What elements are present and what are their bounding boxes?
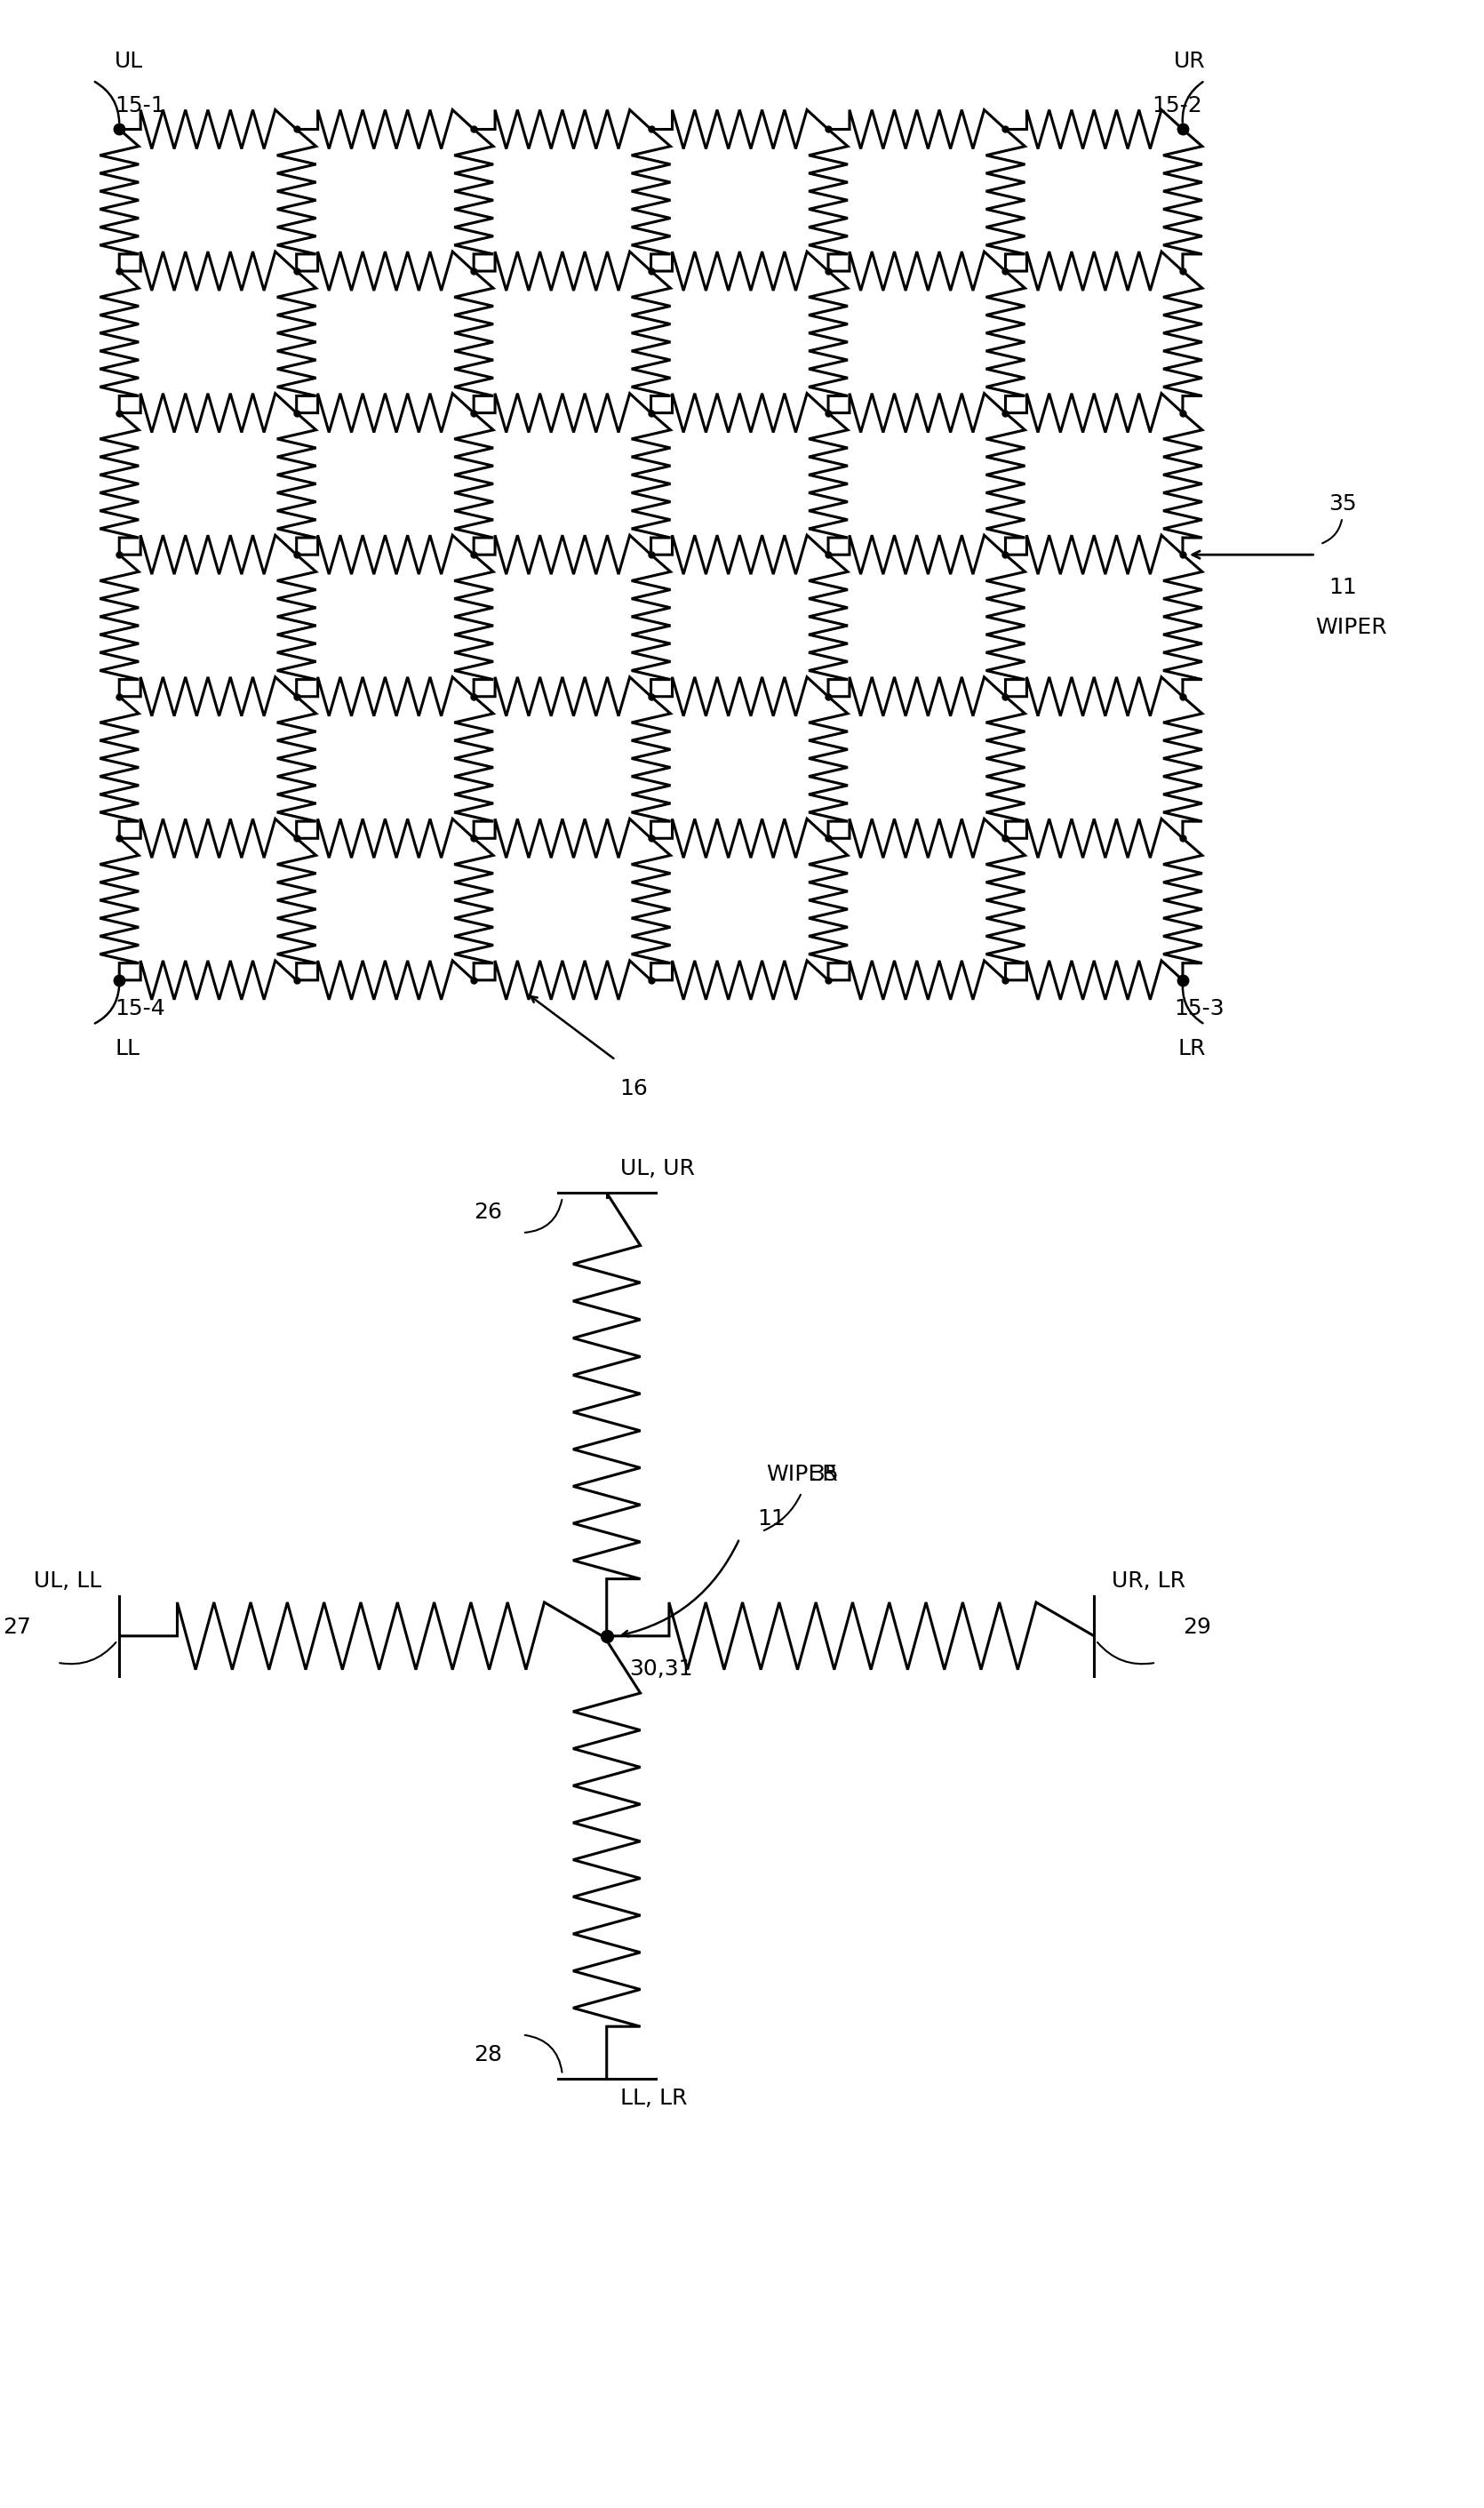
Text: 11: 11 (757, 1507, 785, 1530)
Text: UR: UR (1174, 50, 1205, 73)
Text: UL, UR: UL, UR (620, 1159, 695, 1179)
Text: 27: 27 (3, 1618, 31, 1638)
Text: 35: 35 (1328, 494, 1356, 514)
Text: UL: UL (114, 50, 144, 73)
Text: 16: 16 (620, 1078, 649, 1099)
Text: UL, LL: UL, LL (34, 1570, 101, 1593)
Text: WIPER: WIPER (766, 1465, 838, 1485)
Text: 11: 11 (1328, 577, 1358, 599)
Text: 15-1: 15-1 (114, 95, 165, 115)
Text: 30,31: 30,31 (629, 1658, 693, 1680)
Text: LL: LL (114, 1038, 139, 1058)
Text: 28: 28 (473, 2044, 502, 2067)
Text: UR, LR: UR, LR (1112, 1570, 1186, 1593)
Text: LR: LR (1178, 1038, 1206, 1058)
Text: 29: 29 (1183, 1618, 1211, 1638)
Text: WIPER: WIPER (1316, 617, 1388, 637)
Text: 15-3: 15-3 (1174, 998, 1224, 1018)
Text: 26: 26 (473, 1201, 502, 1224)
Text: 15-2: 15-2 (1152, 95, 1202, 115)
Text: LL, LR: LL, LR (620, 2089, 687, 2109)
Text: 15-4: 15-4 (114, 998, 165, 1018)
Text: 35: 35 (810, 1465, 838, 1485)
